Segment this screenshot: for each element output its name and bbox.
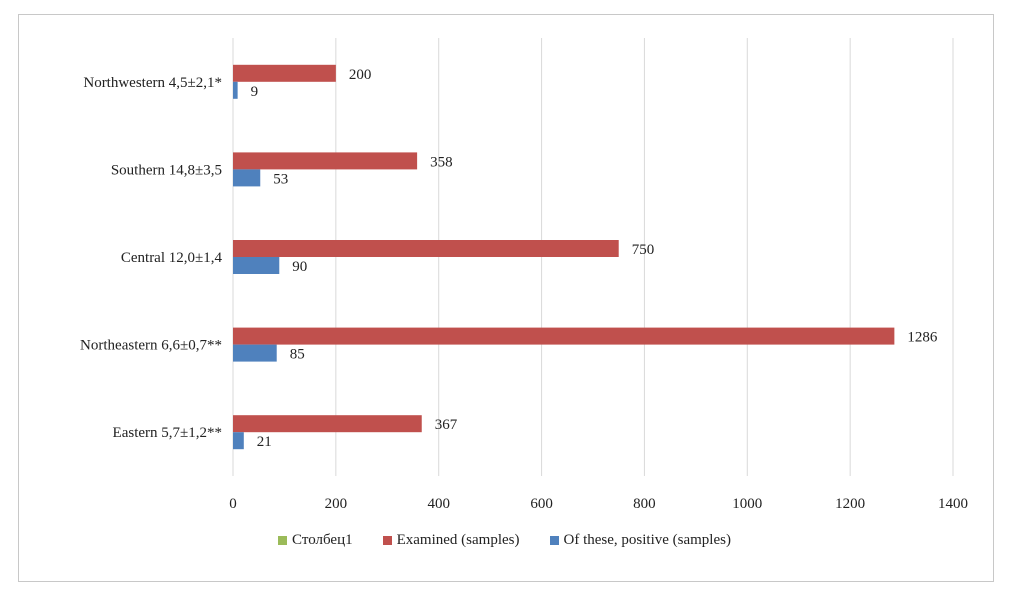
bar-examined xyxy=(233,240,619,257)
bar-positive xyxy=(233,344,277,362)
data-label-positive: 53 xyxy=(273,171,288,187)
data-label-positive: 90 xyxy=(292,259,307,275)
legend-item-positive: Of these, positive (samples) xyxy=(549,532,731,549)
bar-examined xyxy=(233,152,418,170)
legend-label-positive: Of these, positive (samples) xyxy=(563,532,731,548)
x-tick-label: 400 xyxy=(427,496,450,512)
x-tick-label: 0 xyxy=(229,496,237,512)
x-tick-label: 800 xyxy=(633,496,656,512)
legend-label-stolbets: Столбец1 xyxy=(292,532,353,548)
data-label-examined: 358 xyxy=(430,154,453,170)
category-label: Northwestern 4,5±2,1* xyxy=(83,75,222,91)
legend-swatch-positive xyxy=(549,536,559,545)
x-tick-label: 200 xyxy=(325,496,348,512)
legend: Столбец1 Examined (samples) Of these, po… xyxy=(0,532,1009,549)
data-label-positive: 85 xyxy=(290,347,305,363)
chart-frame xyxy=(18,14,994,582)
legend-item-examined: Examined (samples) xyxy=(382,532,520,549)
x-tick-label: 1400 xyxy=(938,496,968,512)
legend-swatch-stolbets xyxy=(278,536,288,545)
bar-positive xyxy=(233,169,261,187)
bar-examined xyxy=(233,64,336,82)
category-label: Southern 14,8±3,5 xyxy=(111,162,222,178)
data-label-examined: 200 xyxy=(349,67,372,83)
category-label: Eastern 5,7±1,2** xyxy=(113,425,222,441)
data-label-examined: 750 xyxy=(632,242,655,258)
x-tick-label: 1200 xyxy=(835,496,865,512)
legend-label-examined: Examined (samples) xyxy=(396,532,520,548)
category-labels: Northwestern 4,5±2,1* Southern 14,8±3,5 Ce… xyxy=(80,75,222,441)
legend-item-stolbets: Столбец1 xyxy=(278,532,353,549)
data-label-examined: 1286 xyxy=(907,330,938,346)
data-label-examined: 367 xyxy=(435,417,458,433)
bar-examined xyxy=(233,415,422,433)
gridlines xyxy=(232,38,954,476)
data-label-positive: 21 xyxy=(257,434,272,450)
bar-examined xyxy=(233,327,895,345)
bars: 200 9 358 53 750 90 1286 85 367 21 xyxy=(233,64,938,450)
bar-positive xyxy=(233,257,280,274)
x-tick-label: 600 xyxy=(530,496,553,512)
data-label-positive: 9 xyxy=(251,84,259,100)
bar-positive xyxy=(233,432,244,450)
category-label: Central 12,0±1,4 xyxy=(121,250,223,266)
bar-positive xyxy=(233,81,238,99)
x-tick-label: 1000 xyxy=(732,496,762,512)
category-label: Northeastern 6,6±0,7** xyxy=(80,338,222,354)
x-axis-ticks: 0 200 400 600 800 1000 1200 1400 xyxy=(229,496,968,512)
legend-swatch-examined xyxy=(382,536,392,545)
